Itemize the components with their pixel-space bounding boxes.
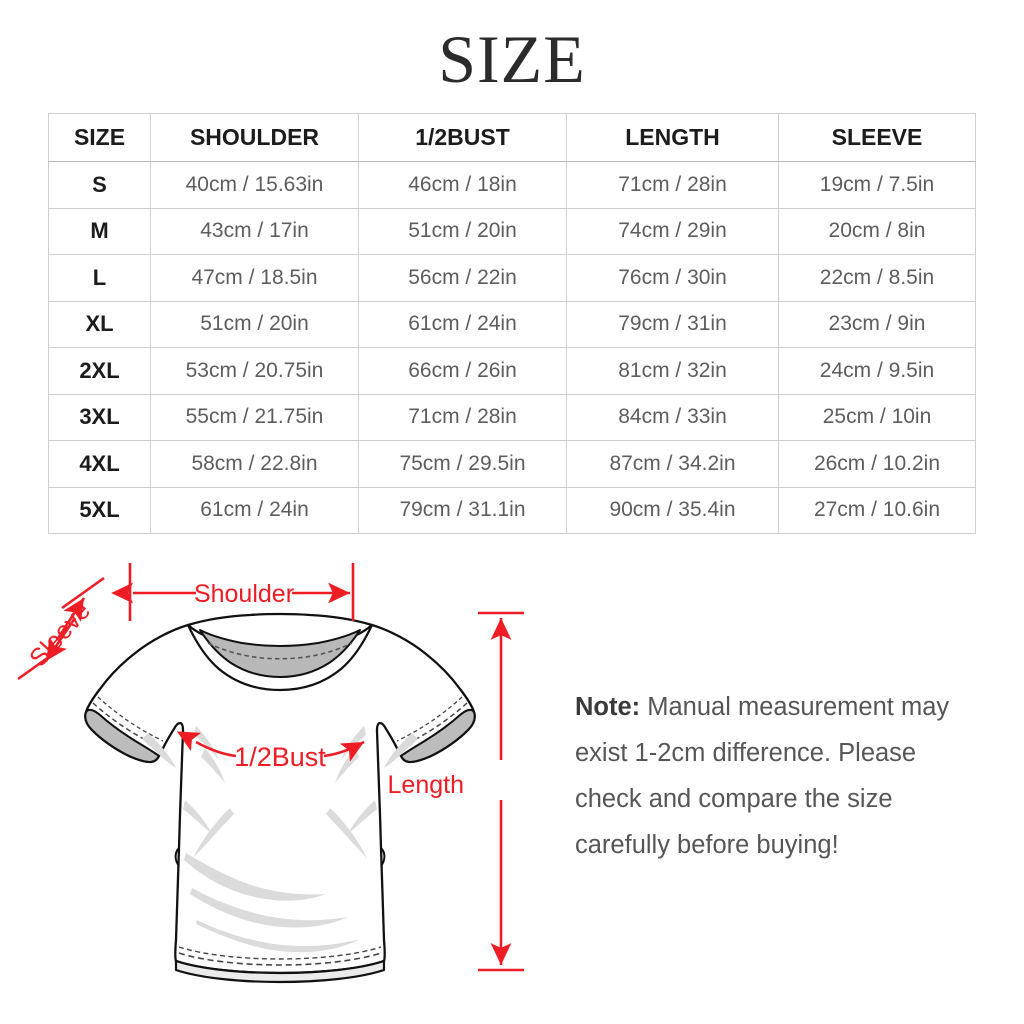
cell-shoulder: 61cm / 24in: [150, 486, 359, 534]
right-side-notch: [380, 847, 386, 867]
cell-halfbust: 46cm / 18in: [358, 161, 567, 209]
cell-shoulder: 43cm / 17in: [150, 207, 359, 255]
cell-size: M: [48, 207, 151, 255]
column-header-size: SIZE: [48, 113, 151, 162]
table-row: 3XL 55cm / 21.75in 71cm / 28in 84cm / 33…: [48, 393, 976, 441]
sleeve-measurement-arrow: [17, 576, 105, 681]
shirt-collar-inner: [199, 629, 361, 678]
tshirt-illustration: Shoulder Sleeve 1/2Bust Length: [17, 563, 524, 984]
cell-length: 71cm / 28in: [566, 161, 779, 209]
cell-length: 74cm / 29in: [566, 207, 779, 255]
cell-halfbust: 51cm / 20in: [358, 207, 567, 255]
cell-halfbust: 66cm / 26in: [358, 347, 567, 395]
cell-shoulder: 51cm / 20in: [150, 300, 359, 348]
cell-size: 2XL: [48, 347, 151, 395]
cell-size: XL: [48, 300, 151, 348]
right-cuff-stitch-2: [396, 696, 463, 742]
cell-length: 76cm / 30in: [566, 254, 779, 302]
table-row: S 40cm / 15.63in 46cm / 18in 71cm / 28in…: [48, 161, 976, 209]
cell-length: 87cm / 34.2in: [566, 440, 779, 488]
bottom-hem-stitch: [178, 952, 382, 966]
cell-halfbust: 79cm / 31.1in: [358, 486, 567, 534]
cell-shoulder: 47cm / 18.5in: [150, 254, 359, 302]
table-row: M 43cm / 17in 51cm / 20in 74cm / 29in 20…: [48, 207, 976, 255]
table-row: 5XL 61cm / 24in 79cm / 31.1in 90cm / 35.…: [48, 486, 976, 534]
length-label: Length: [388, 771, 464, 799]
cell-sleeve: 20cm / 8in: [778, 207, 976, 255]
cell-sleeve: 24cm / 9.5in: [778, 347, 976, 395]
cell-length: 81cm / 32in: [566, 347, 779, 395]
cell-size: S: [48, 161, 151, 209]
cell-size: 4XL: [48, 440, 151, 488]
cell-length: 90cm / 35.4in: [566, 486, 779, 534]
cell-shoulder: 58cm / 22.8in: [150, 440, 359, 488]
cell-shoulder: 40cm / 15.63in: [150, 161, 359, 209]
halfbust-measurement-arrow: [176, 731, 365, 762]
bottom-hem-stitch-2: [178, 946, 382, 960]
shoulder-measurement-arrow: [111, 563, 355, 621]
right-sleeve-cuff: [399, 708, 476, 764]
table-row: 4XL 58cm / 22.8in 75cm / 29.5in 87cm / 3…: [48, 440, 976, 488]
sleeve-label: Sleeve: [24, 597, 96, 673]
cell-halfbust: 56cm / 22in: [358, 254, 567, 302]
measurement-note: Note: Manual measurement may exist 1-2cm…: [575, 684, 985, 868]
cell-length: 79cm / 31in: [566, 300, 779, 348]
cell-length: 84cm / 33in: [566, 393, 779, 441]
cell-sleeve: 19cm / 7.5in: [778, 161, 976, 209]
cell-size: L: [48, 254, 151, 302]
cell-sleeve: 22cm / 8.5in: [778, 254, 976, 302]
note-text: Manual measurement may exist 1-2cm diffe…: [575, 693, 950, 859]
column-header-shoulder: SHOULDER: [150, 113, 359, 162]
table-header-row: SIZE SHOULDER 1/2BUST LENGTH SLEEVE: [48, 113, 976, 162]
size-table: SIZE SHOULDER 1/2BUST LENGTH SLEEVE S 40…: [48, 113, 976, 534]
left-cuff-stitch-2: [97, 696, 164, 742]
length-measurement-arrow: [478, 611, 524, 972]
cell-shoulder: 53cm / 20.75in: [150, 347, 359, 395]
note-label: Note:: [575, 693, 641, 721]
cell-halfbust: 61cm / 24in: [358, 300, 567, 348]
cell-shoulder: 55cm / 21.75in: [150, 393, 359, 441]
column-header-length: LENGTH: [566, 113, 779, 162]
table-row: 2XL 53cm / 20.75in 66cm / 26in 81cm / 32…: [48, 347, 976, 395]
shoulder-label: Shoulder: [194, 580, 294, 608]
column-header-halfbust: 1/2BUST: [358, 113, 567, 162]
bottom-hem: [174, 959, 386, 984]
cell-sleeve: 23cm / 9in: [778, 300, 976, 348]
column-header-sleeve: SLEEVE: [778, 113, 976, 162]
cell-halfbust: 71cm / 28in: [358, 393, 567, 441]
cell-halfbust: 75cm / 29.5in: [358, 440, 567, 488]
cell-sleeve: 25cm / 10in: [778, 393, 976, 441]
table-row: L 47cm / 18.5in 56cm / 22in 76cm / 30in …: [48, 254, 976, 302]
cell-sleeve: 27cm / 10.6in: [778, 486, 976, 534]
cell-size: 5XL: [48, 486, 151, 534]
table-row: XL 51cm / 20in 61cm / 24in 79cm / 31in 2…: [48, 300, 976, 348]
page-title: SIZE: [438, 21, 586, 97]
left-sleeve-cuff: [84, 708, 161, 764]
left-side-notch: [174, 847, 180, 867]
measurement-annotations: [17, 563, 524, 972]
halfbust-label: 1/2Bust: [234, 742, 326, 772]
cell-size: 3XL: [48, 393, 151, 441]
cell-sleeve: 26cm / 10.2in: [778, 440, 976, 488]
tshirt-measurement-diagram: Shoulder Sleeve 1/2Bust Length Shoulder …: [0, 548, 560, 1024]
